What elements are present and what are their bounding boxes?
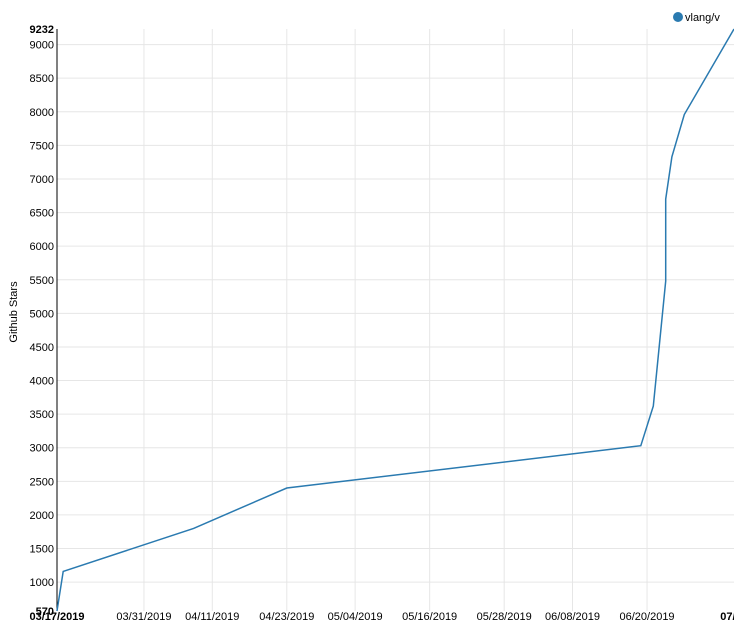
y-tick-label: 5000	[30, 308, 54, 320]
y-tick-label: 9000	[30, 40, 54, 52]
y-tick-label: 4500	[30, 342, 54, 354]
y-tick-label: 8000	[30, 107, 54, 119]
legend[interactable]: vlang/v	[673, 12, 720, 24]
axes: 570 1000 1500 2000 2500 3000 3500 4000 4500 5000 5…	[29, 24, 734, 623]
y-tick-label: 8500	[30, 73, 54, 85]
y-tick-label: 2000	[30, 510, 54, 522]
y-tick-label: 1000	[30, 577, 54, 589]
x-tick-label: 05/04/2019	[328, 611, 383, 623]
y-tick-label: 6500	[30, 208, 54, 220]
y-tick-label: 5500	[30, 275, 54, 287]
y-tick-label: 570	[36, 606, 54, 618]
legend-marker[interactable]	[673, 12, 683, 22]
y-tick-label: 7000	[30, 174, 54, 186]
y-tick-label: 3000	[30, 443, 54, 455]
x-tick-label: 04/11/2019	[185, 611, 239, 623]
y-axis-label: Github Stars	[8, 281, 20, 343]
x-tick-label: 07/04	[720, 611, 734, 623]
x-tick-label: 03/17/2019	[29, 611, 84, 623]
series-layer	[56, 28, 734, 612]
y-tick-label: 4000	[30, 376, 54, 388]
y-tick-label: 7500	[30, 140, 54, 152]
series-line-vlang-v	[56, 28, 734, 612]
y-tick-label: 3500	[30, 409, 54, 421]
y-tick-label: 1500	[30, 544, 54, 556]
x-tick-label: 06/20/2019	[620, 611, 675, 623]
legend-label[interactable]: vlang/v	[685, 12, 720, 24]
y-tick-label: 9232	[30, 24, 54, 36]
y-tick-label: 2500	[30, 476, 54, 488]
x-tick-label: 05/16/2019	[402, 611, 457, 623]
x-tick-label: 05/28/2019	[477, 611, 532, 623]
grid	[57, 29, 734, 611]
x-tick-label: 06/08/2019	[545, 611, 600, 623]
x-tick-label: 04/23/2019	[259, 611, 314, 623]
x-tick-label: 03/31/2019	[116, 611, 171, 623]
y-tick-label: 6000	[30, 241, 54, 253]
